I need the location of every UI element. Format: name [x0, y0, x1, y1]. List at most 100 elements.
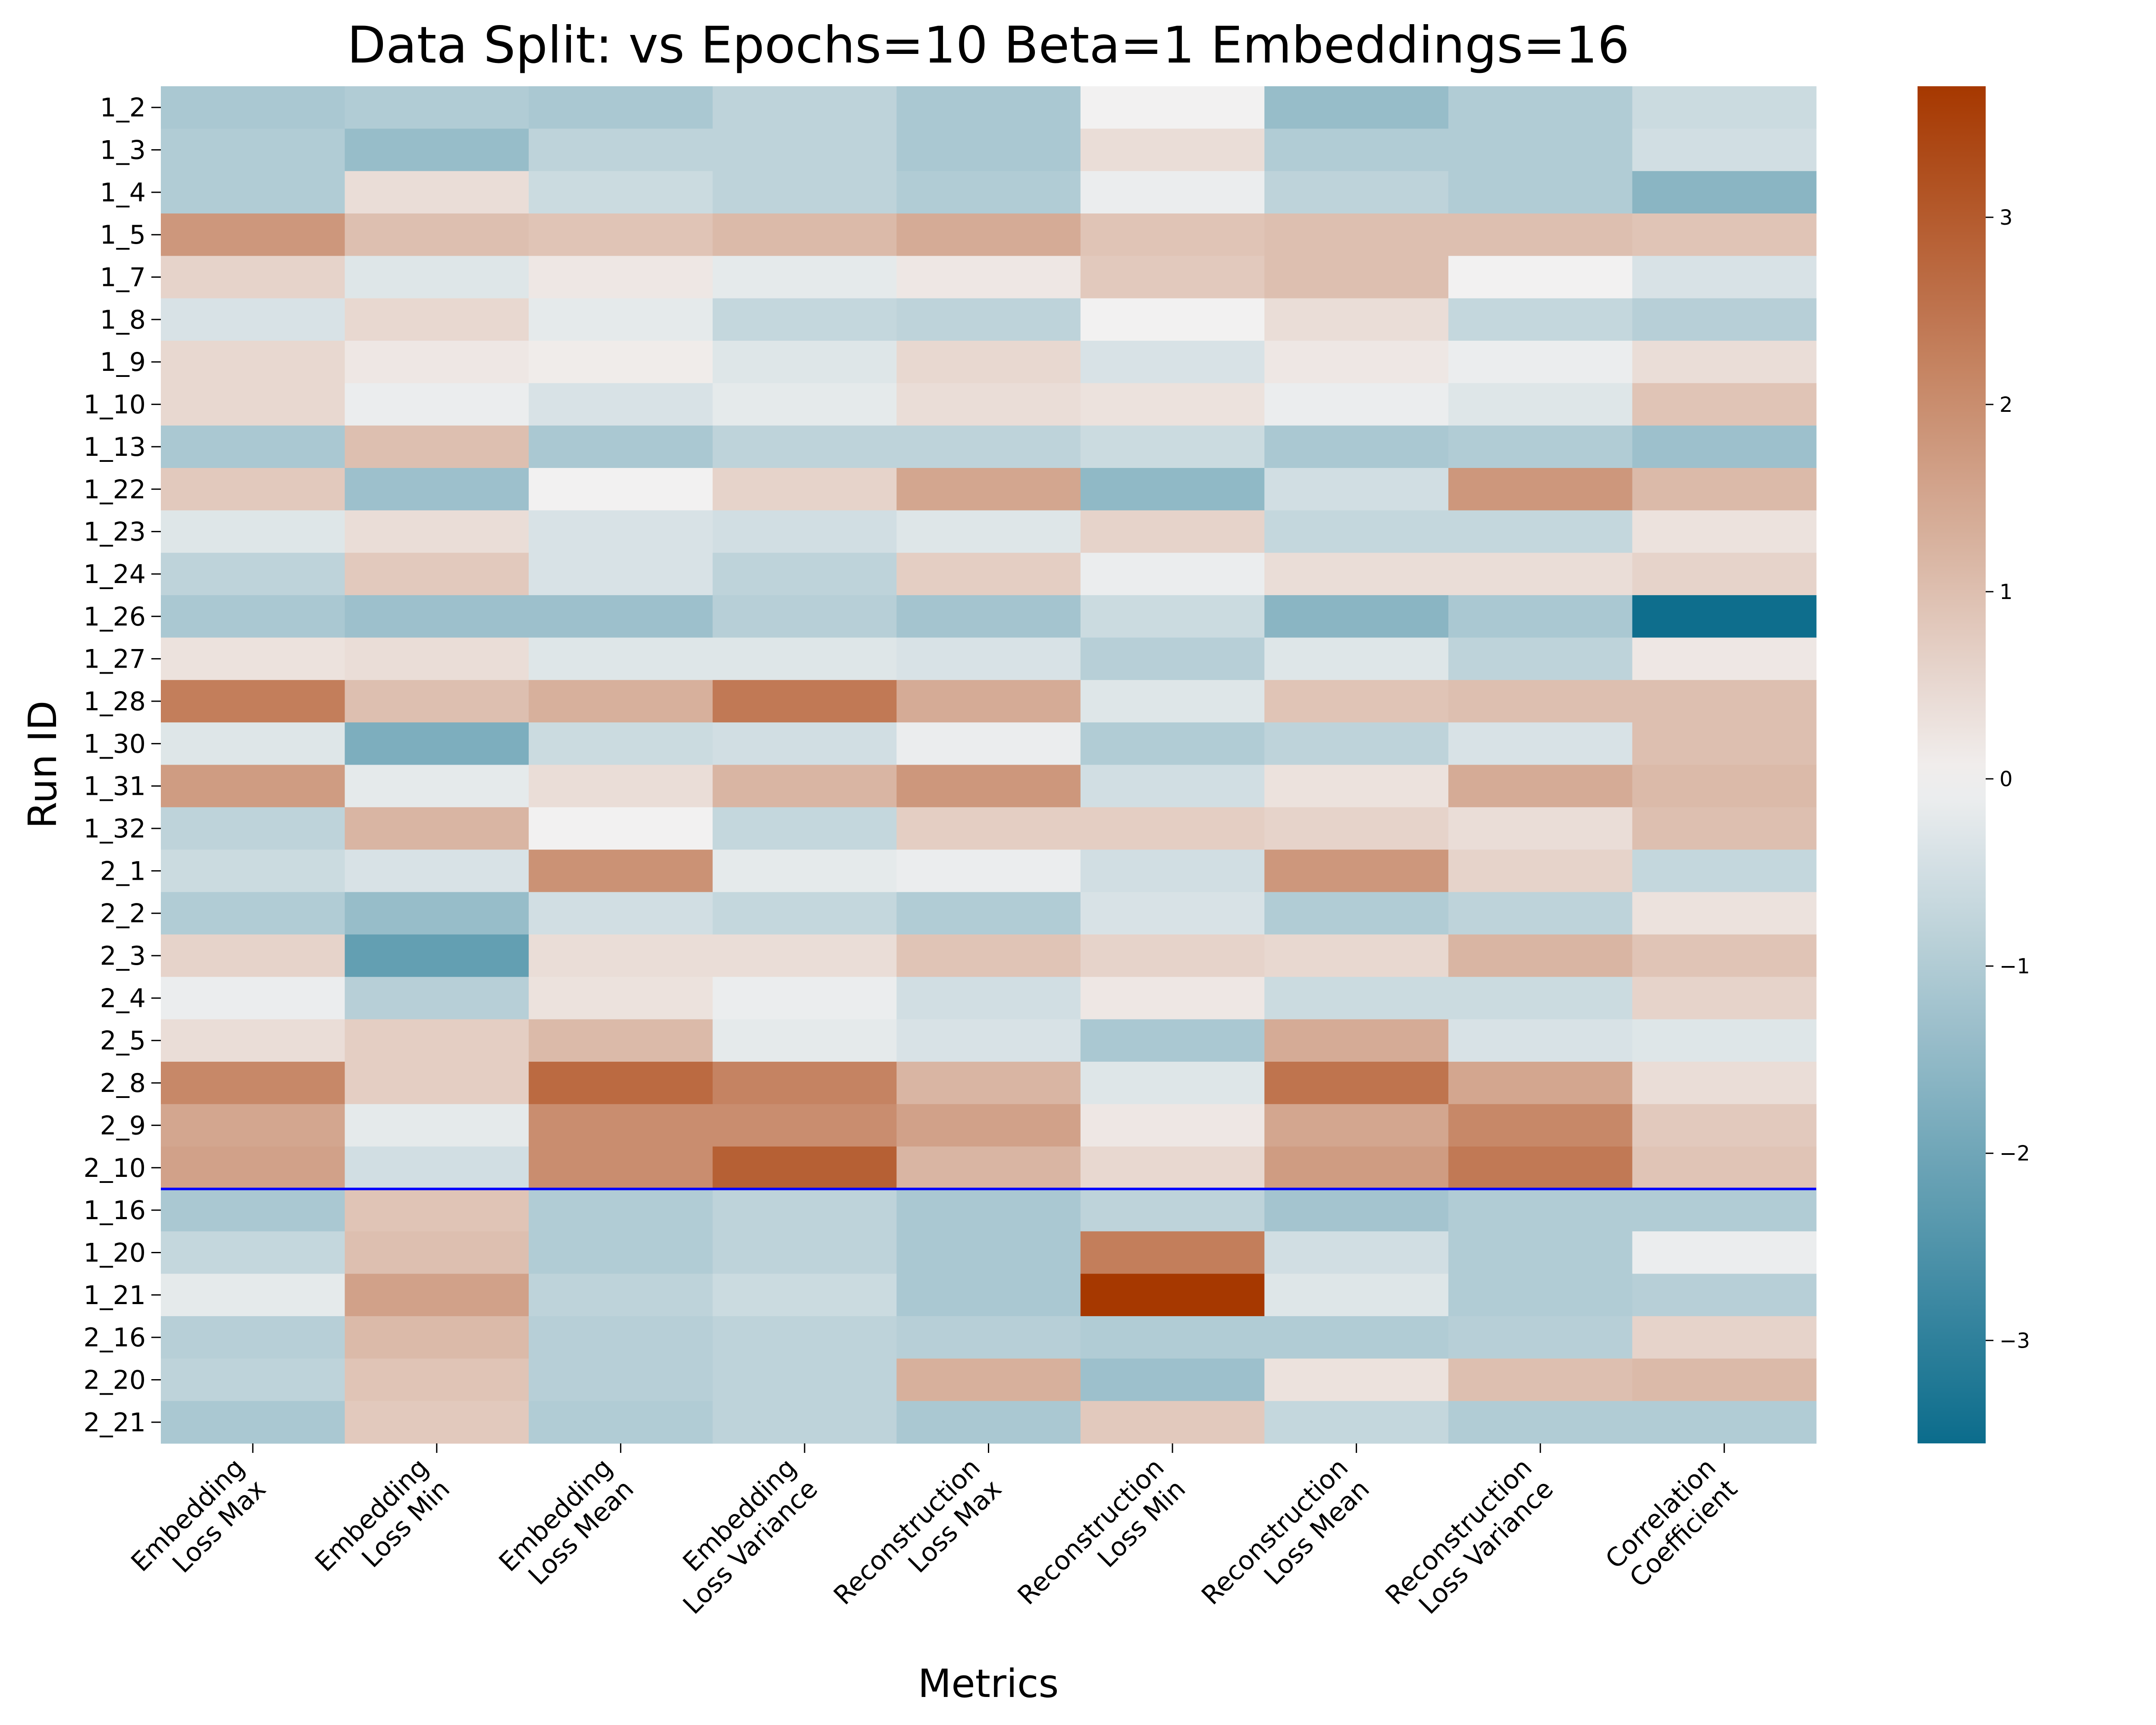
heatmap-cell — [1264, 86, 1449, 129]
heatmap-cell — [161, 1061, 345, 1104]
heatmap-cell — [1448, 425, 1633, 468]
heatmap-cell — [1080, 1061, 1265, 1104]
heatmap-cell — [1080, 977, 1265, 1020]
heatmap-cell — [1448, 1189, 1633, 1232]
heatmap-cell — [896, 129, 1081, 172]
heatmap-cell — [1632, 1104, 1817, 1147]
heatmap-cell — [529, 765, 713, 808]
heatmap-cell — [345, 1358, 529, 1402]
y-tick-label: 1_27 — [83, 644, 146, 674]
heatmap-cell — [345, 86, 529, 129]
heatmap-cell — [1080, 298, 1265, 341]
heatmap-cell — [896, 637, 1081, 681]
heatmap-cell — [529, 1273, 713, 1317]
heatmap-cell — [1448, 807, 1633, 850]
heatmap-cell — [896, 468, 1081, 511]
heatmap-cell — [529, 552, 713, 596]
heatmap-cell — [345, 298, 529, 341]
heatmap-cell — [712, 1231, 897, 1274]
heatmap-cell — [1264, 595, 1449, 638]
heatmap-cell — [1448, 341, 1633, 384]
heatmap-cell — [161, 1189, 345, 1232]
heatmap-cell — [1632, 1231, 1817, 1274]
heatmap-cell — [345, 765, 529, 808]
heatmap-cell — [1080, 425, 1265, 468]
heatmap-cell — [1080, 850, 1265, 893]
y-tick-label: 1_31 — [83, 772, 146, 802]
colorbar-tick-label: −2 — [1999, 1142, 2030, 1166]
heatmap-cell — [712, 1273, 897, 1317]
y-tick-label: 1_22 — [83, 474, 146, 505]
y-tick-label: 1_10 — [83, 390, 146, 420]
heatmap-cell — [1448, 595, 1633, 638]
heatmap-cell — [345, 171, 529, 214]
heatmap-cell — [1080, 1189, 1265, 1232]
heatmap-cell — [1448, 977, 1633, 1020]
heatmap-cell — [529, 1104, 713, 1147]
heatmap-cell — [896, 1273, 1081, 1317]
y-tick-label: 2_9 — [100, 1110, 146, 1141]
heatmap-cell — [712, 850, 897, 893]
heatmap-cell — [161, 1358, 345, 1402]
heatmap-cell — [1632, 1316, 1817, 1359]
heatmap-cell — [161, 807, 345, 850]
heatmap-cells — [161, 86, 1817, 1444]
heatmap-cell — [896, 510, 1081, 553]
heatmap-cell — [1080, 1104, 1265, 1147]
x-tick-label: ReconstructionLoss Min — [1012, 1452, 1192, 1632]
y-tick-label: 1_28 — [83, 687, 146, 717]
heatmap-cell — [896, 977, 1081, 1020]
heatmap-cell — [161, 722, 345, 765]
heatmap-cell — [1264, 892, 1449, 935]
heatmap-cell — [1448, 850, 1633, 893]
heatmap-cell — [529, 1189, 713, 1232]
heatmap-cell — [345, 1019, 529, 1062]
heatmap-cell — [712, 425, 897, 468]
heatmap-cell — [1632, 552, 1817, 596]
x-tick-label: ReconstructionLoss Variance — [1380, 1452, 1560, 1632]
heatmap-cell — [712, 341, 897, 384]
heatmap-cell — [712, 1019, 897, 1062]
heatmap-cell — [161, 595, 345, 638]
heatmap-cell — [1448, 1019, 1633, 1062]
heatmap-cell — [161, 86, 345, 129]
heatmap-cell — [1632, 1401, 1817, 1444]
heatmap-cell — [161, 637, 345, 681]
heatmap-cell — [896, 171, 1081, 214]
colorbar-tick-label: 2 — [1999, 393, 2013, 417]
heatmap-cell — [161, 129, 345, 172]
heatmap-cell — [529, 1358, 713, 1402]
heatmap-cell — [712, 892, 897, 935]
y-tick-label: 1_20 — [83, 1238, 146, 1268]
heatmap-cell — [1264, 1104, 1449, 1147]
y-tick-label: 1_4 — [100, 178, 146, 208]
heatmap-cell — [529, 722, 713, 765]
y-tick-label: 1_21 — [83, 1280, 146, 1311]
heatmap-cell — [1632, 171, 1817, 214]
heatmap-cell — [529, 171, 713, 214]
heatmap-cell — [896, 934, 1081, 977]
heatmap-cell — [161, 383, 345, 426]
heatmap-cell — [712, 1401, 897, 1444]
heatmap-cell — [1264, 383, 1449, 426]
heatmap-cell — [1080, 213, 1265, 256]
heatmap-cell — [1264, 256, 1449, 299]
heatmap-cell — [1080, 1358, 1265, 1402]
heatmap-cell — [1264, 1358, 1449, 1402]
heatmap-cell — [1632, 383, 1817, 426]
heatmap-cell — [529, 86, 713, 129]
x-tick-label: CorrelationCoefficient — [1600, 1452, 1743, 1596]
heatmap-cell — [345, 510, 529, 553]
heatmap-cell — [1080, 171, 1265, 214]
heatmap-cell — [896, 1401, 1081, 1444]
heatmap-cell — [896, 595, 1081, 638]
heatmap-cell — [1448, 383, 1633, 426]
heatmap-cell — [1632, 510, 1817, 553]
heatmap-cell — [712, 256, 897, 299]
heatmap-cell — [529, 637, 713, 681]
y-tick-label: 2_8 — [100, 1068, 146, 1098]
heatmap-cell — [896, 341, 1081, 384]
colorbar-tick-label: 3 — [1999, 206, 2013, 230]
heatmap-cell — [1264, 807, 1449, 850]
heatmap-cell — [1264, 1019, 1449, 1062]
